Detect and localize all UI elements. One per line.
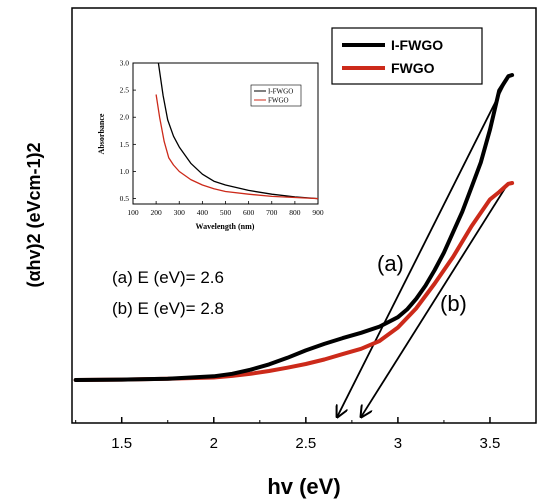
inset-x-tick-label: 700 (266, 208, 278, 217)
inset-series-line-fwgo (155, 94, 319, 200)
series-line-i-fwgo (73, 73, 515, 382)
inset-x-tick-label: 800 (289, 208, 301, 217)
y-axis-label: (αhv)2 (eVcm-1)2 (24, 142, 44, 287)
inset-x-tick-label: 200 (151, 208, 163, 217)
main-plot-frame (71, 7, 537, 424)
inset-x-tick-label: 900 (312, 208, 324, 217)
inset-legend: I-FWGO FWGO (250, 84, 302, 107)
x-tick-label: 2.5 (295, 435, 316, 452)
inset-ticks: 100 200 300 400 500 600 700 800 900 0.5 1.0 1.5 2.0 2… (120, 59, 324, 218)
inset-y-tick-label: 3.0 (120, 59, 130, 68)
inset-x-tick-label: 300 (174, 208, 186, 217)
annotation-label-a: (a) (377, 251, 404, 276)
inset-legend-box (250, 84, 302, 107)
annotation-energy-b: (b) E (eV)= 2.8 (112, 299, 224, 318)
main-x-ticks: 1.5 2 2.5 3 3.5 (75, 417, 537, 452)
inset-x-tick-label: 500 (220, 208, 232, 217)
x-axis-label: hv (eV) (267, 474, 340, 499)
inset-x-tick-label: 400 (197, 208, 209, 217)
inset-series (155, 62, 319, 200)
y-axis-label-group: (αhv)2 (eVcm-1)2 (24, 142, 44, 287)
main-series (73, 73, 515, 382)
annotation-energy-a: (a) E (eV)= 2.6 (112, 268, 224, 287)
inset-x-axis-label: Wavelength (nm) (196, 222, 255, 231)
main-legend-label-i-fwgo: I-FWGO (391, 37, 443, 53)
inset-y-tick-label: 1.0 (120, 167, 130, 176)
x-tick-label: 2 (210, 435, 218, 452)
main-legend: I-FWGO FWGO (331, 27, 483, 85)
main-legend-label-fwgo: FWGO (391, 60, 435, 76)
inset-legend-label-i-fwgo: I-FWGO (268, 88, 293, 96)
inset-series-line-i-fwgo (157, 62, 319, 200)
x-tick-label: 1.5 (111, 435, 132, 452)
inset-y-tick-label: 1.5 (120, 140, 130, 149)
tangent-arrow-a (337, 75, 510, 417)
annotation-label-b: (b) (440, 291, 467, 316)
inset-legend-label-fwgo: FWGO (268, 97, 289, 105)
inset-x-tick-label: 100 (127, 208, 139, 217)
inset-y-axis-label: Absorbance (97, 113, 106, 154)
inset-y-tick-label: 2.0 (120, 113, 130, 122)
inset-y-tick-label: 2.5 (120, 86, 130, 95)
inset-y-tick-label: 0.5 (120, 194, 130, 203)
inset-x-tick-label: 600 (243, 208, 255, 217)
tangent-arrow-b (361, 182, 510, 417)
x-tick-label: 3.5 (480, 435, 501, 452)
x-tick-label: 3 (394, 435, 402, 452)
main-legend-box (331, 27, 483, 85)
inset-plot-frame (132, 62, 319, 205)
tangent-lines (337, 75, 510, 417)
inset-y-axis-label-group: Absorbance (97, 113, 106, 154)
inset-chart: 100 200 300 400 500 600 700 800 900 0.5 1.0 1.5 2.0 2… (97, 59, 324, 232)
